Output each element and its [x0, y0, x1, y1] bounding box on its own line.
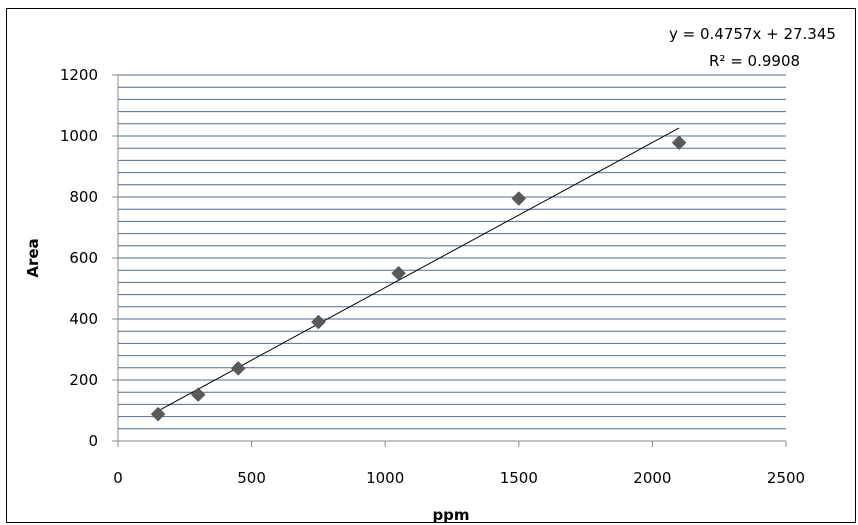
- y-tick-label: 200: [69, 371, 98, 389]
- data-point: [230, 361, 246, 376]
- trendline-equation: y = 0.4757x + 27.345: [669, 25, 836, 43]
- trendline-r-squared: R² = 0.9908: [709, 52, 800, 70]
- y-tick-label: 800: [69, 188, 98, 206]
- x-tick-label: 0: [113, 469, 123, 487]
- x-tick-label: 1000: [366, 469, 404, 487]
- y-tick-label: 600: [69, 249, 98, 267]
- data-point: [150, 406, 166, 422]
- chart-frame: [6, 8, 856, 523]
- data-point: [511, 191, 527, 206]
- gridlines: [118, 74, 786, 430]
- y-tick-label: 400: [69, 310, 98, 328]
- y-axis-title: Area: [24, 238, 42, 277]
- data-point: [190, 387, 206, 402]
- y-tick-label: 1000: [60, 127, 98, 145]
- data-point: [671, 135, 687, 151]
- axes: [112, 74, 787, 447]
- y-tick-label: 1200: [60, 66, 98, 84]
- y-tick-label: 0: [88, 432, 98, 450]
- trendline-layer: [157, 127, 680, 412]
- x-tick-label: 2500: [767, 469, 805, 487]
- x-tick-label: 2000: [633, 469, 671, 487]
- x-axis-title: ppm: [432, 506, 469, 524]
- data-points: [150, 135, 687, 422]
- x-tick-label: 500: [237, 469, 266, 487]
- trendline: [157, 127, 680, 412]
- data-point: [311, 314, 326, 330]
- tick-labels: 0 500 1000 1500 2000 2500 0 200 400 600 800 1000 120…: [60, 66, 805, 487]
- data-point: [391, 265, 406, 281]
- x-tick-label: 1500: [500, 469, 538, 487]
